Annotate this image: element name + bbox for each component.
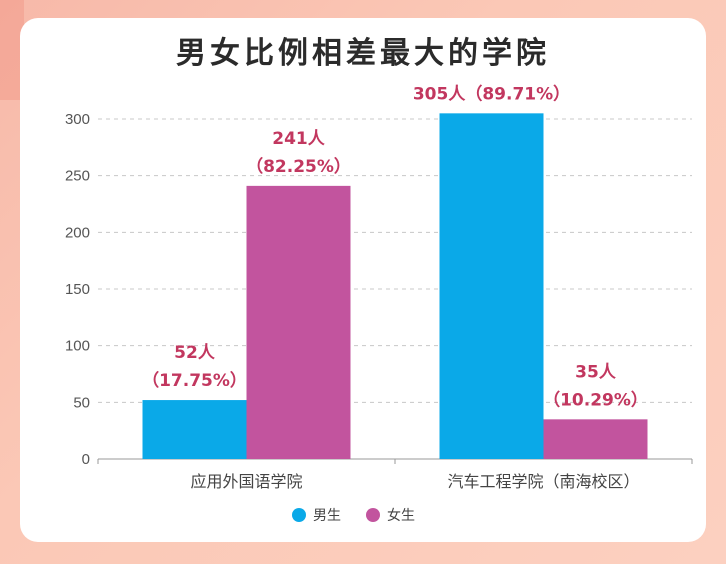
bar-female — [246, 185, 351, 459]
data-label: （82.25%） — [246, 156, 351, 177]
x-category-label: 汽车工程学院（南海校区） — [447, 472, 639, 491]
data-label: 52人 — [174, 343, 216, 363]
y-tick-label: 200 — [65, 224, 90, 241]
y-tick-label: 250 — [65, 168, 90, 185]
data-label: 241人 — [272, 129, 325, 149]
y-tick-label: 300 — [65, 111, 90, 128]
data-label: 35人 — [575, 362, 617, 382]
y-tick-label: 50 — [73, 394, 90, 411]
legend-marker — [292, 508, 306, 522]
bar-male — [142, 400, 247, 459]
bar-female — [543, 419, 648, 459]
legend-label: 女生 — [387, 507, 415, 524]
data-label: 305人（89.71%） — [413, 83, 570, 104]
chart-title: 男女比例相差最大的学院 — [176, 36, 550, 71]
x-category-label: 应用外国语学院 — [190, 472, 302, 491]
bar-male — [439, 113, 544, 459]
data-label: （10.29%） — [543, 389, 648, 410]
chart-card: 男女比例相差最大的学院 0 50 100 150 200 250 300 52人 （17.75%… — [20, 18, 706, 542]
data-label: （17.75%） — [142, 370, 247, 391]
legend-label: 男生 — [313, 508, 341, 524]
bar-chart: 0 50 100 150 200 250 300 52人 （17.75%） 241人 （82.25%… — [65, 83, 693, 524]
legend-marker — [366, 508, 380, 522]
y-tick-label: 150 — [65, 281, 90, 298]
y-tick-label: 100 — [65, 338, 90, 355]
y-tick-label: 0 — [82, 451, 90, 468]
